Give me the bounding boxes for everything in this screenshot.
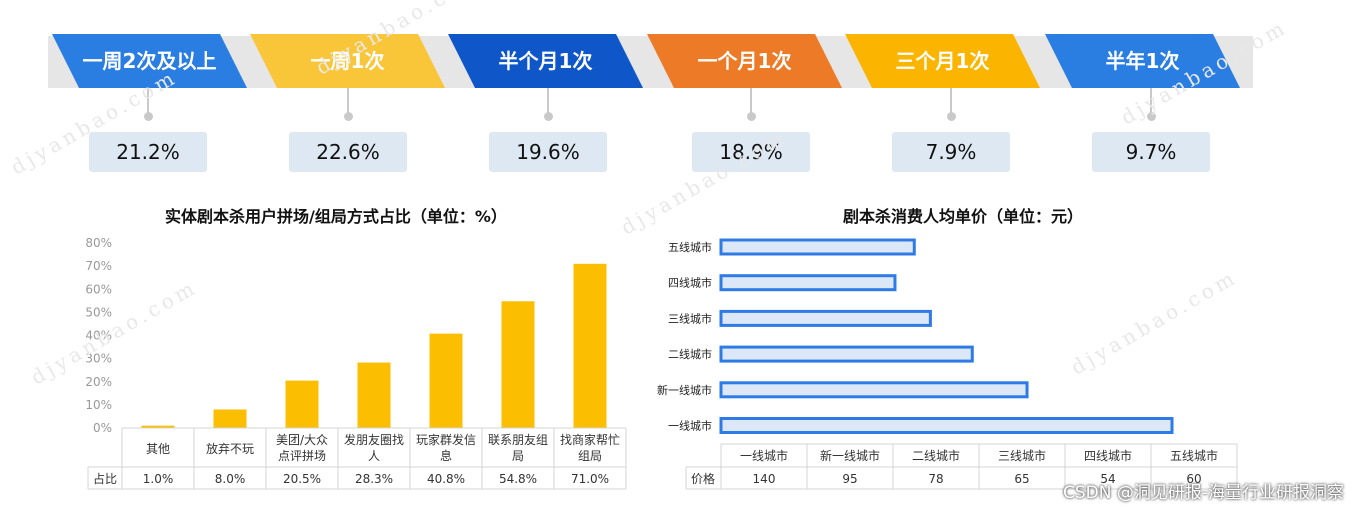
connector-dot [947,112,956,121]
frequency-value: 9.7% [1092,132,1210,172]
bar [719,274,897,292]
x-category-label: 局 [512,449,524,463]
frequency-label: 半年1次 [1105,49,1180,73]
value-cell: 54.8% [499,472,537,486]
bar [285,380,319,428]
connector-line [347,88,349,114]
y-category-label: 三线城市 [668,311,712,325]
x-category-label: 息 [440,448,452,463]
bar [719,309,932,327]
y-category-label: 四线城市 [668,276,712,290]
connector-line [547,88,549,114]
value-cell: 1.0% [143,472,174,486]
connector-dot [747,112,756,121]
bar [573,263,607,428]
x-category-label: 二线城市 [912,448,960,463]
connector-line [147,88,149,114]
value-cell: 95 [842,472,857,486]
connector-line [750,88,752,114]
frequency-value: 7.9% [892,132,1010,172]
bar [429,333,463,428]
frequency-tag: 半年1次 [1045,34,1240,88]
x-category-label: 三线城市 [998,448,1046,463]
y-tick-label: 0% [93,421,112,435]
chart-group-method: 0% 10% 20% 30% 40% 50% 60% 70% 80% 占比 其他 1.0% 放弃不玩 8.… [85,236,627,490]
x-category-label: 玩家群发信 [416,432,476,447]
y-tick-label: 50% [85,305,112,319]
y-tick-label: 30% [85,352,112,366]
bar [719,417,1174,434]
series-label: 价格 [691,471,715,486]
y-tick-label: 70% [85,259,112,273]
y-category-label: 一线城市 [668,419,712,433]
value-cell: 20.5% [283,472,321,486]
frequency-tag: 三个月1次 [845,34,1040,88]
value-cell: 8.0% [215,472,246,486]
frequency-label: 一周2次及以上 [82,49,217,73]
x-category-label: 联系朋友组 [488,433,548,447]
y-tick-label: 60% [85,282,112,296]
bar [501,301,535,428]
y-category-label: 二线城市 [668,347,712,361]
frequency-tag: 一周1次 [250,34,445,88]
value-cell: 54 [1100,472,1115,486]
frequency-value: 21.2% [89,132,207,172]
frequency-value: 18.9% [692,132,810,172]
connector-dot [344,112,353,121]
frequency-tag: 半个月1次 [448,34,643,88]
value-cell: 60 [1186,472,1201,486]
frequency-label: 一个月1次 [697,49,792,73]
bar [719,381,1029,399]
chart1-title: 实体剧本杀用户拼场/组局方式占比（单位：%） [165,207,507,226]
y-category-label: 五线城市 [668,240,712,254]
frequency-value: 19.6% [489,132,607,172]
series-label: 占比 [93,471,117,486]
y-tick-label: 40% [85,329,112,343]
x-category-label: 组局 [578,449,602,463]
x-category-label: 一线城市 [740,448,788,463]
value-cell: 65 [1014,472,1029,486]
bar [719,345,974,363]
x-category-label: 放弃不玩 [206,441,254,456]
connector-line [1150,88,1152,114]
frequency-label: 半个月1次 [498,49,593,73]
y-tick-label: 80% [85,236,112,250]
chart2-title: 剧本杀消费人均单价（单位：元） [843,207,1084,226]
bar [213,409,247,428]
y-tick-label: 10% [85,398,112,412]
value-cell: 28.3% [355,472,393,486]
connector-dot [1147,112,1156,121]
y-category-label: 新一线城市 [657,383,712,397]
frequency-section: 一周2次及以上 21.2% 一周1次 22.6% 半个月1次 19.6% 一个月1次 18.9… [0,0,1358,180]
bar [141,425,175,428]
value-cell: 78 [928,472,943,486]
x-category-label: 找商家帮忙 [560,432,620,447]
frequency-value: 22.6% [289,132,407,172]
frequency-tag: 一周2次及以上 [52,34,247,88]
bar [719,238,916,256]
bar [357,362,391,428]
x-category-label: 其他 [146,442,170,456]
connector-dot [144,112,153,121]
connector-dot [544,112,553,121]
value-cell: 140 [753,472,776,486]
value-cell: 40.8% [427,472,465,486]
frequency-tag: 一个月1次 [647,34,842,88]
y-tick-label: 20% [85,375,112,389]
chart-price-per-person: 一线城市新一线城市二线城市三线城市四线城市五线城市价格一线城市140新一线城市9… [657,238,1238,490]
x-category-label: 新一线城市 [820,448,880,463]
x-category-label: 发朋友圈找 [344,432,404,447]
x-category-label: 点评拼场 [278,449,326,463]
value-cell: 71.0% [571,472,609,486]
x-category-label: 人 [368,449,380,463]
source-credit: CSDN @洞见研报-海量行业研报洞察 [1062,483,1344,503]
x-category-label: 四线城市 [1084,448,1132,463]
x-category-label: 美团/大众 [276,433,328,447]
connector-line [950,88,952,114]
frequency-label: 一周1次 [310,49,385,73]
frequency-label: 三个月1次 [895,49,990,73]
x-category-label: 五线城市 [1170,448,1218,463]
